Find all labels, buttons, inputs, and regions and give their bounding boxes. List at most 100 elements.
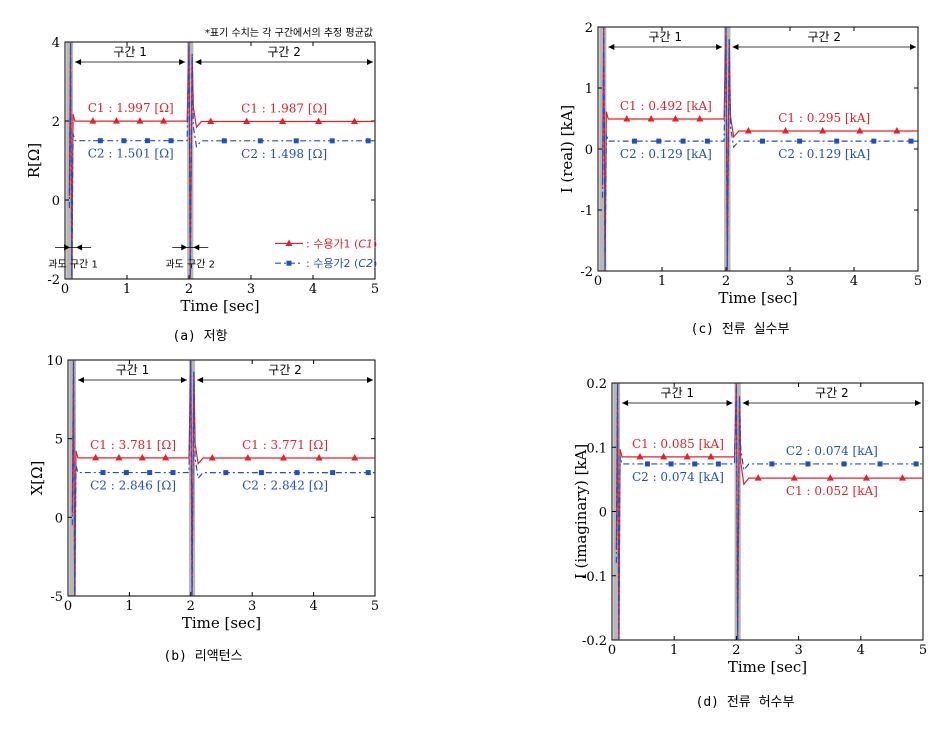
- x-tick-label: 3: [786, 274, 794, 289]
- series-c2-marker: [644, 461, 650, 467]
- section-2-arrowhead-right: [915, 400, 921, 406]
- y-tick-label: 1: [585, 82, 593, 97]
- transient-band-2: [734, 383, 741, 640]
- y-tick-label: 0: [599, 506, 607, 521]
- section-2-arrowhead-right: [367, 377, 373, 383]
- y-axis-title: I (real) [kA]: [558, 105, 576, 194]
- series-c2-marker: [121, 138, 127, 144]
- x-tick-label: 4: [857, 643, 865, 658]
- series-c1-marker: [696, 114, 704, 122]
- section-1-arrowhead-right: [179, 59, 186, 65]
- c2-value-label-2: C2 : 1.498 [Ω]: [241, 147, 327, 161]
- series-c2-marker: [715, 461, 721, 467]
- section-1-arrowhead-left: [622, 400, 629, 406]
- x-tick-label: 5: [914, 274, 922, 289]
- legend-c2-code: C2: [358, 257, 373, 270]
- x-tick-label: 5: [919, 643, 927, 658]
- series-c1-marker: [207, 117, 215, 125]
- section-1-label: 구간 1: [661, 386, 695, 400]
- panel-caption: (c) 전류 실수부: [691, 322, 790, 337]
- series-c1-marker: [138, 453, 146, 461]
- series-c2-marker: [257, 138, 263, 144]
- series-c1-marker: [243, 117, 251, 125]
- x-tick-label: 0: [608, 643, 616, 658]
- series-c1-marker: [636, 452, 644, 460]
- y-tick-label: 4: [52, 36, 60, 51]
- plot-frame: [64, 41, 376, 280]
- series-c1-marker: [136, 117, 144, 124]
- c2-value-label-2: C2 : 0.129 [kA]: [778, 147, 870, 161]
- series-c1-marker: [819, 127, 827, 134]
- x-tick-label: 0: [64, 599, 72, 614]
- series-c2-marker: [258, 470, 264, 476]
- series-c1-marker: [279, 117, 287, 125]
- series-c1-marker: [893, 127, 901, 134]
- y-tick-label: -0.1: [582, 570, 607, 585]
- section-2-arrowhead-left: [732, 44, 739, 50]
- y-tick-label: 2: [585, 21, 593, 36]
- c1-value-label-2: C1 : 1.987 [Ω]: [241, 102, 327, 116]
- series-c1-marker: [351, 117, 359, 125]
- series-c2-line: [71, 359, 375, 597]
- transient-arrowhead: [193, 244, 200, 251]
- transient-arrowhead: [76, 244, 83, 251]
- series-c1-marker: [782, 127, 790, 134]
- c2-value-label-1: C2 : 0.129 [kA]: [620, 147, 712, 161]
- y-tick-label: 0.2: [586, 377, 607, 392]
- series-c2-marker: [759, 138, 765, 144]
- series-c2-marker: [668, 461, 674, 467]
- series-c2-marker: [221, 138, 227, 144]
- x-tick-label: 5: [371, 282, 379, 297]
- series-c1-marker: [208, 454, 216, 461]
- section-1-label: 구간 1: [113, 45, 147, 59]
- series-c1-marker: [351, 454, 359, 461]
- series-c2-line: [615, 382, 923, 641]
- series-c2-marker: [834, 138, 840, 144]
- y-axis-title: X[Ω]: [28, 461, 46, 496]
- transient-band-2: [188, 360, 196, 596]
- section-1-arrowhead-left: [75, 59, 82, 65]
- series-c2-marker: [293, 138, 299, 144]
- section-2-label: 구간 2: [815, 386, 849, 400]
- series-c2-marker: [168, 138, 174, 144]
- c2-value-label-2: C2 : 2.842 [Ω]: [242, 479, 328, 493]
- x-tick-label: 0: [594, 274, 602, 289]
- x-axis-title: Time [sec]: [182, 614, 261, 632]
- x-tick-label: 4: [850, 274, 858, 289]
- x-axis-title: Time [sec]: [718, 289, 797, 307]
- x-tick-label: 1: [658, 274, 666, 289]
- series-c2-marker: [329, 138, 335, 144]
- panel-caption: (b) 리액턴스: [163, 649, 242, 664]
- series-c1-marker: [898, 474, 906, 481]
- y-tick-label: 5: [55, 433, 63, 448]
- transient-label-2: 과도 구간 2: [165, 258, 215, 270]
- series-c1-marker: [112, 117, 120, 124]
- series-c1-marker: [790, 474, 798, 481]
- section-2-label: 구간 2: [267, 45, 301, 59]
- section-2-arrowhead-right: [910, 44, 916, 50]
- y-tick-label: 0.1: [586, 441, 607, 456]
- chart-panel-d: 0 1 2 3 4 5 -0.2 -0.1 0 0.1 0.2 Time [sec] I (imagin…: [572, 377, 927, 710]
- transient-label-1: 과도 구간 1: [48, 258, 98, 270]
- c1-value-label-2: C1 : 0.295 [kA]: [778, 111, 870, 125]
- y-axis-title: I (imaginary) [kA]: [572, 444, 590, 579]
- c1-value-label-1: C1 : 0.085 [kA]: [632, 437, 724, 451]
- x-tick-label: 0: [61, 282, 69, 297]
- series-c1-marker: [89, 117, 97, 124]
- section-1-arrowhead-right: [726, 400, 733, 406]
- series-c2-marker: [692, 461, 698, 467]
- series-c1-marker: [280, 454, 288, 461]
- x-tick-label: 3: [794, 643, 802, 658]
- series-c2-marker: [365, 138, 371, 144]
- c1-value-label-1: C1 : 0.492 [kA]: [620, 99, 712, 113]
- series-c1-marker: [683, 452, 691, 460]
- series-c2-marker: [908, 138, 914, 144]
- y-axis-title: R[Ω]: [25, 143, 43, 178]
- c1-value-label-2: C1 : 0.052 [kA]: [786, 484, 878, 498]
- legend-c2-marker: [286, 260, 292, 266]
- series-c2-marker: [123, 470, 129, 476]
- series-c2-marker: [294, 470, 300, 476]
- series-c1-marker: [826, 474, 834, 481]
